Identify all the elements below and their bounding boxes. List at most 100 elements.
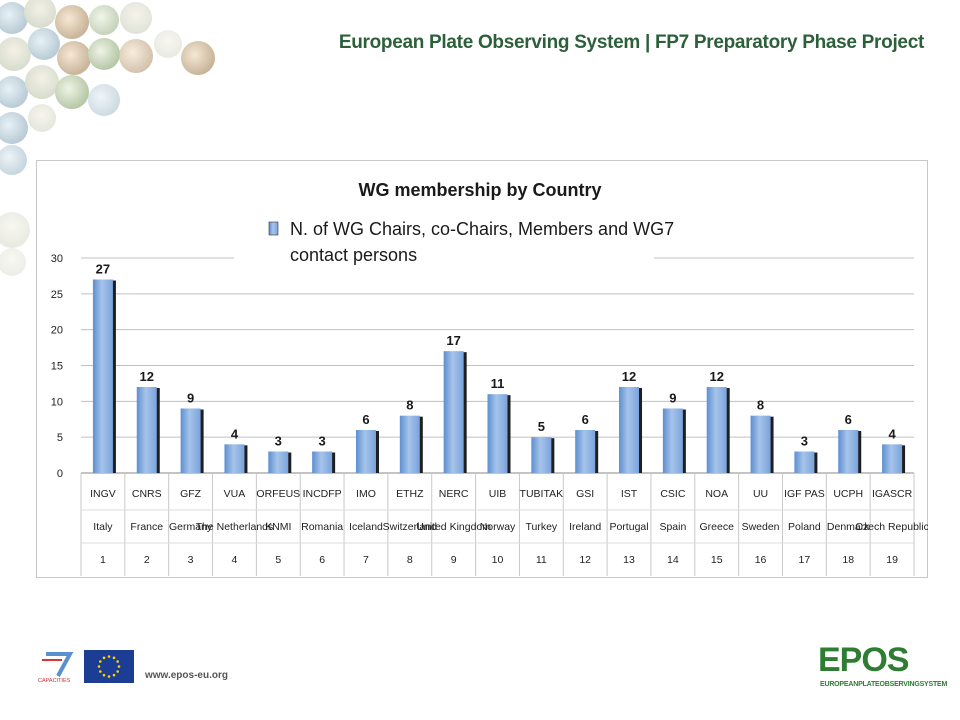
row-number-label: 7: [363, 554, 369, 566]
data-labels: 27 12 9 4 3 3 6 8 17 11 5 6 12 9 12 8 3 6 4: [96, 262, 897, 449]
star-icon: [112, 673, 116, 677]
x-tick-label: GFZ: [180, 488, 202, 500]
y-tick-label: 25: [51, 289, 63, 301]
country-label: Norway: [480, 521, 516, 533]
y-tick-label: 10: [51, 396, 63, 408]
x-tick-label: GSI: [576, 488, 594, 500]
bar: [268, 451, 289, 473]
x-tick-label: TUBITAK: [520, 488, 564, 500]
data-label: 12: [709, 369, 723, 384]
bar: [92, 279, 113, 473]
row-number-label: 10: [492, 554, 504, 566]
row-number-label: 13: [623, 554, 635, 566]
x-tick-label: NOA: [705, 488, 728, 500]
fp7-logo-text: CAPACITIES: [38, 678, 71, 684]
country-label: Sweden: [742, 521, 780, 533]
decorative-bubbles: [0, 0, 215, 276]
country-label: Poland: [788, 521, 821, 533]
bar: [180, 408, 201, 473]
chart-title: WG membership by Country: [358, 180, 601, 200]
star-icon: [112, 656, 116, 660]
star-icon: [117, 665, 121, 668]
row-number-label: 16: [755, 554, 767, 566]
bar: [706, 387, 727, 473]
bar: [136, 387, 157, 473]
x-tick-label: ETHZ: [396, 488, 424, 500]
x-tick-label: UIB: [489, 488, 507, 500]
bars: [92, 279, 906, 473]
row-number-label: 8: [407, 554, 413, 566]
x-tick-label: IGASCR: [872, 488, 913, 500]
row-number-label: 19: [886, 554, 898, 566]
star-icon: [116, 670, 119, 673]
x-tick-label: NERC: [439, 488, 469, 500]
star-icon: [107, 675, 111, 678]
bar: [355, 430, 376, 473]
fp7-capacities-logo: CAPACITIES: [38, 652, 74, 684]
data-label: 9: [669, 391, 676, 406]
legend: N. of WG Chairs, co-Chairs, Members and …: [234, 216, 674, 272]
x-tick-label: CSIC: [660, 488, 686, 500]
data-label: 4: [888, 426, 896, 441]
row-number-label: 2: [144, 554, 150, 566]
data-label: 4: [231, 426, 239, 441]
x-tick-label: ORFEUS: [256, 488, 300, 500]
website-link[interactable]: www.epos-eu.org: [145, 670, 228, 681]
y-tick-label: 15: [51, 361, 63, 373]
row-number-label: 4: [232, 554, 238, 566]
country-label: Portugal: [609, 521, 648, 533]
data-label: 6: [362, 412, 369, 427]
star-icon: [97, 665, 101, 668]
row-number-label: 18: [842, 554, 854, 566]
x-tick-label: VUA: [224, 488, 246, 500]
country-label: The Netherlands: [196, 521, 274, 533]
data-label: 6: [845, 412, 852, 427]
legend-entry-line1: N. of WG Chairs, co-Chairs, Members and …: [290, 219, 674, 239]
bar: [575, 430, 596, 473]
row-number-label: 14: [667, 554, 679, 566]
x-tick-label: UU: [753, 488, 768, 500]
bar: [838, 430, 859, 473]
bar: [662, 408, 683, 473]
legend-entry-line2: contact persons: [290, 245, 417, 265]
country-label: France: [130, 521, 163, 533]
x-tick-label: IST: [621, 488, 638, 500]
bar: [531, 437, 552, 473]
y-tick-label: 20: [51, 325, 63, 337]
country-label: Iceland: [349, 521, 383, 533]
row-number-label: 15: [711, 554, 723, 566]
data-label: 3: [319, 434, 326, 449]
country-label: Switzerland: [383, 521, 437, 533]
data-label: 27: [96, 262, 110, 277]
data-label: 17: [446, 333, 460, 348]
y-axis-ticks: 0 5 10 15 20 25 30: [51, 253, 63, 480]
y-tick-label: 30: [51, 253, 63, 265]
category-table: INGV Italy 1 CNRS France 2 GFZ Germany 3 VUA The N…: [80, 473, 928, 576]
y-tick-label: 5: [57, 432, 63, 444]
x-tick-label: INCDFP: [303, 488, 342, 500]
data-label: 3: [275, 434, 282, 449]
country-label: Romania: [301, 521, 343, 533]
row-number-label: 17: [799, 554, 811, 566]
bar: [443, 351, 464, 473]
row-number-label: 12: [579, 554, 591, 566]
bar: [750, 415, 771, 473]
star-icon: [102, 673, 106, 677]
bar: [399, 415, 420, 473]
bar: [487, 394, 508, 473]
country-label: Spain: [659, 521, 686, 533]
header-title: European Plate Observing System | FP7 Pr…: [338, 32, 924, 53]
row-number-label: 3: [188, 554, 194, 566]
row-number-label: 11: [536, 554, 547, 566]
star-icon: [107, 655, 111, 658]
data-label: 3: [801, 434, 808, 449]
bar: [224, 444, 245, 473]
star-icon: [99, 670, 102, 673]
country-label: Turkey: [525, 521, 557, 533]
data-label: 12: [622, 369, 636, 384]
data-label: 5: [538, 419, 545, 434]
bar: [794, 451, 815, 473]
y-tick-label: 0: [57, 468, 63, 480]
epos-logo: EPOS: [818, 641, 909, 679]
